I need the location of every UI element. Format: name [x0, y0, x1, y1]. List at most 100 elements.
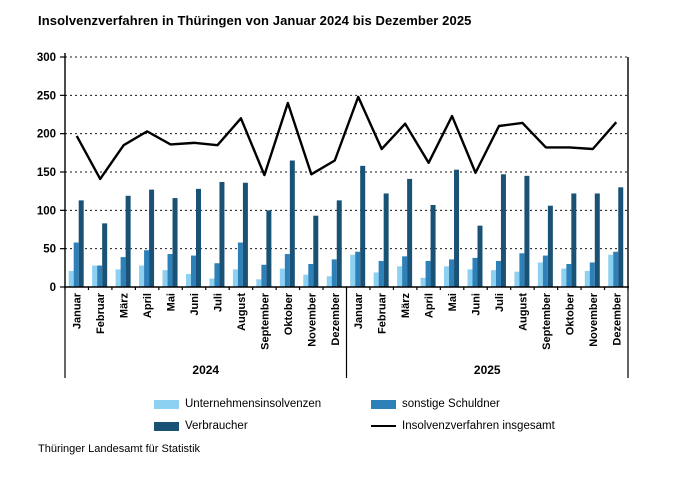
month-label-0: Januar — [72, 292, 84, 329]
bar-unternehmensinsolvenzen-6 — [209, 278, 215, 287]
bar-sonstige-schuldner-10 — [308, 264, 314, 287]
bar-unternehmensinsolvenzen-14 — [397, 266, 403, 287]
bar-sonstige-schuldner-2 — [120, 257, 126, 287]
legend-swatch-sonstige-schuldner — [371, 399, 396, 409]
bar-unternehmensinsolvenzen-16 — [444, 266, 450, 287]
month-label-19: August — [517, 293, 529, 331]
legend-item-sonstige-schuldner: sonstige Schuldner — [371, 398, 500, 410]
bar-unternehmensinsolvenzen-12 — [350, 254, 356, 287]
bar-verbraucher-8 — [266, 210, 272, 287]
month-label-6: Juli — [212, 293, 224, 312]
month-label-22: November — [588, 292, 600, 347]
bar-sonstige-schuldner-6 — [214, 263, 220, 287]
bar-unternehmensinsolvenzen-19 — [514, 271, 520, 287]
bar-unternehmensinsolvenzen-23 — [608, 254, 614, 287]
bar-unternehmensinsolvenzen-3 — [139, 265, 145, 287]
bar-verbraucher-2 — [125, 195, 131, 287]
bar-verbraucher-20 — [547, 205, 553, 287]
legend-label-sonstige-schuldner: sonstige Schuldner — [402, 398, 500, 410]
y-tick-label-250: 250 — [37, 90, 56, 102]
month-label-8: September — [259, 292, 271, 350]
bar-verbraucher-4 — [172, 198, 178, 287]
month-label-16: Mai — [447, 293, 459, 311]
bar-verbraucher-5 — [195, 188, 201, 287]
bar-unternehmensinsolvenzen-17 — [467, 269, 473, 287]
bar-unternehmensinsolvenzen-20 — [537, 262, 543, 287]
month-label-14: März — [400, 293, 412, 319]
insolvency-chart: 0 50 100 150 200 250 300 Januar Februar März April… — [37, 52, 629, 378]
bar-verbraucher-3 — [149, 189, 155, 287]
bar-verbraucher-7 — [242, 182, 248, 287]
month-label-4: Mai — [166, 293, 178, 311]
bar-unternehmensinsolvenzen-7 — [232, 269, 238, 287]
month-label-23: Dezember — [611, 292, 623, 345]
legend-label-verbraucher: Verbraucher — [185, 420, 248, 432]
bar-verbraucher-6 — [219, 181, 225, 287]
bar-sonstige-schuldner-3 — [144, 250, 150, 287]
bar-unternehmensinsolvenzen-18 — [490, 270, 496, 287]
source-note: Thüringer Landesamt für Statistik — [38, 443, 201, 455]
bar-sonstige-schuldner-16 — [449, 259, 455, 287]
bar-sonstige-schuldner-21 — [566, 264, 572, 287]
bar-sonstige-schuldner-20 — [542, 255, 548, 287]
month-label-18: Juli — [494, 293, 506, 312]
legend-line-swatch-insgesamt — [371, 425, 396, 427]
bar-verbraucher-15 — [430, 204, 436, 287]
bar-unternehmensinsolvenzen-13 — [373, 272, 379, 287]
year-label-2024: 2024 — [192, 363, 219, 377]
bar-unternehmensinsolvenzen-22 — [584, 270, 590, 287]
month-label-21: Oktober — [564, 292, 576, 335]
bar-sonstige-schuldner-22 — [589, 262, 595, 287]
bar-verbraucher-17 — [477, 225, 483, 287]
bar-unternehmensinsolvenzen-9 — [279, 268, 285, 287]
bar-sonstige-schuldner-0 — [73, 242, 79, 287]
month-label-12: Januar — [353, 292, 365, 329]
bar-unternehmensinsolvenzen-15 — [420, 277, 426, 287]
month-label-15: April — [424, 293, 436, 318]
bar-unternehmensinsolvenzen-1 — [92, 265, 98, 287]
bar-verbraucher-21 — [571, 193, 577, 287]
legend-item-insgesamt: Insolvenzverfahren insgesamt — [371, 420, 555, 432]
bar-sonstige-schuldner-5 — [190, 255, 196, 287]
y-tick-label-0: 0 — [50, 282, 56, 294]
bar-verbraucher-12 — [360, 165, 366, 287]
y-tick-label-300: 300 — [37, 52, 56, 64]
bar-sonstige-schuldner-23 — [613, 251, 619, 287]
bar-verbraucher-23 — [618, 187, 624, 287]
bar-verbraucher-13 — [383, 193, 389, 287]
month-label-10: November — [306, 292, 318, 347]
y-tick-label-100: 100 — [37, 205, 56, 217]
month-label-2: März — [119, 293, 131, 319]
month-label-11: Dezember — [330, 292, 342, 345]
total-line — [75, 95, 618, 181]
bar-unternehmensinsolvenzen-4 — [162, 270, 168, 287]
y-tick-label-50: 50 — [43, 244, 56, 256]
month-label-1: Februar — [95, 292, 107, 334]
bar-unternehmensinsolvenzen-0 — [68, 270, 74, 287]
bar-unternehmensinsolvenzen-11 — [326, 276, 332, 287]
y-tick-label-200: 200 — [37, 129, 56, 141]
bar-sonstige-schuldner-11 — [331, 259, 337, 287]
bar-sonstige-schuldner-18 — [495, 260, 501, 287]
bar-verbraucher-1 — [102, 223, 108, 287]
bar-sonstige-schuldner-4 — [167, 254, 173, 287]
bar-verbraucher-18 — [500, 174, 506, 287]
bar-sonstige-schuldner-14 — [402, 256, 408, 287]
bar-verbraucher-11 — [336, 200, 342, 287]
bar-unternehmensinsolvenzen-8 — [256, 279, 262, 287]
bar-sonstige-schuldner-15 — [425, 260, 431, 287]
bar-sonstige-schuldner-9 — [284, 254, 290, 287]
legend-item-verbraucher: Verbraucher — [154, 420, 248, 432]
bar-verbraucher-14 — [407, 178, 413, 287]
bar-verbraucher-22 — [594, 193, 600, 287]
bar-sonstige-schuldner-8 — [261, 264, 267, 287]
year-label-2025: 2025 — [474, 363, 501, 377]
bar-unternehmensinsolvenzen-10 — [303, 274, 309, 287]
bar-unternehmensinsolvenzen-5 — [185, 273, 191, 287]
month-label-20: September — [541, 292, 553, 350]
y-tick-label-150: 150 — [37, 167, 56, 179]
bar-unternehmensinsolvenzen-2 — [115, 269, 121, 287]
month-label-17: Juni — [471, 293, 483, 316]
legend-label-insgesamt: Insolvenzverfahren insgesamt — [402, 420, 555, 432]
bar-verbraucher-16 — [454, 169, 460, 287]
